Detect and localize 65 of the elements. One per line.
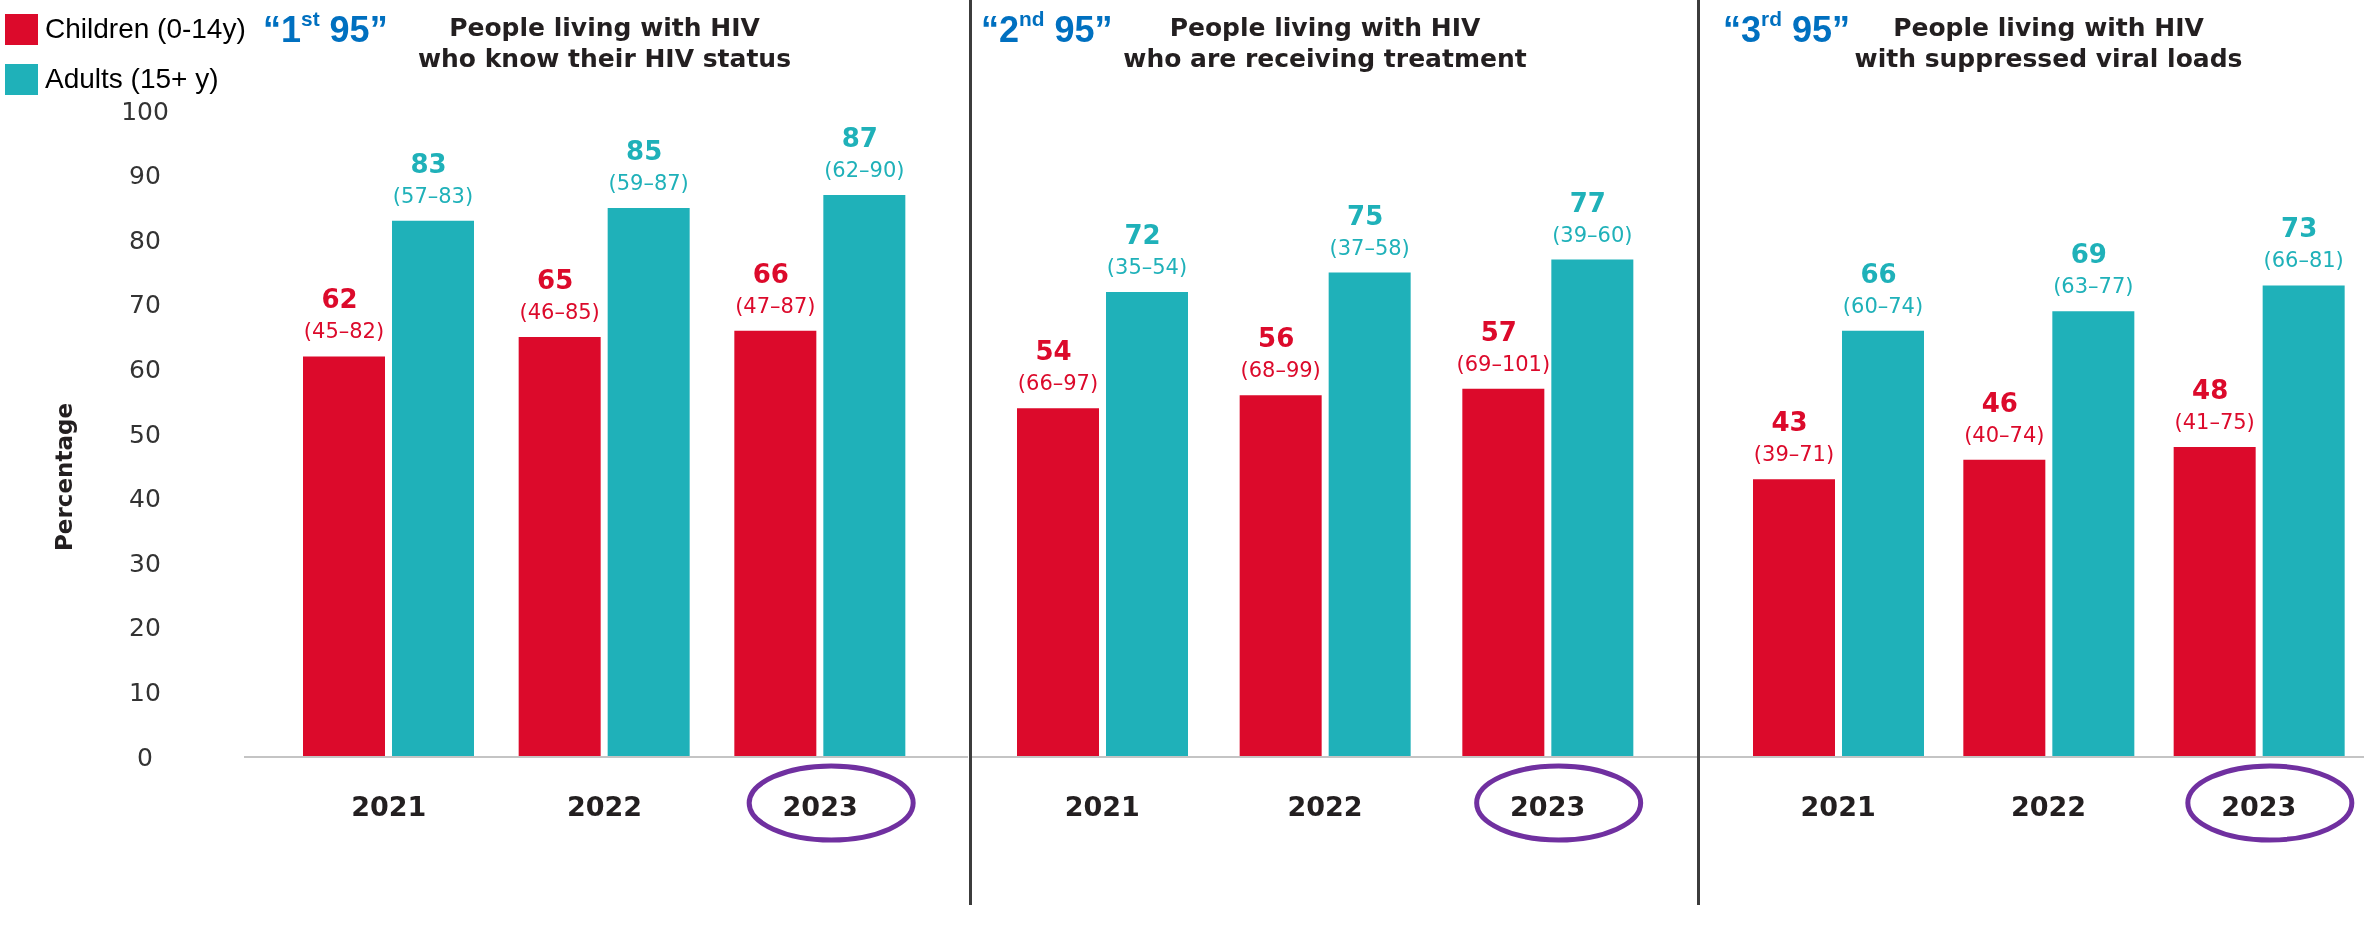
bar: [2173, 446, 2256, 757]
bar: [1017, 408, 1099, 757]
x-tick-label: 2022: [1287, 790, 1363, 822]
data-label: 73 (66–81): [2263, 213, 2344, 273]
data-label: 62 (45–82): [303, 284, 385, 344]
y-tick-label: 90: [129, 161, 161, 191]
bar: [1963, 459, 2046, 757]
y-tick-label: 100: [121, 96, 169, 126]
chart-subtitle: People living with HIV who are receiving treatment: [1123, 12, 1527, 74]
bar: [1753, 479, 1835, 757]
x-tick-label: 2023: [782, 790, 858, 822]
y-tick-label: 0: [137, 742, 153, 772]
x-tick-label: 2022: [566, 790, 643, 822]
legend-label: Adults (15+ y): [45, 63, 219, 95]
bar: [823, 194, 906, 757]
bar: [734, 330, 817, 757]
chart-subtitle: People living with HIV with suppressed viral loads: [1854, 12, 2243, 74]
data-label: 66 (60–74): [1842, 258, 1924, 318]
data-label: 66 (47–87): [735, 258, 816, 318]
y-tick-label: 10: [129, 677, 161, 707]
x-tick-label: 2021: [351, 790, 427, 822]
data-label: 77 (39–60): [1552, 187, 1633, 247]
bar: [1328, 272, 1411, 757]
x-tick-label: 2023: [2221, 790, 2297, 822]
bar: [303, 356, 385, 757]
bar: [607, 207, 690, 757]
y-axis-title: Percentage: [51, 403, 77, 551]
y-tick-label: 60: [129, 354, 161, 384]
x-tick-label: 2023: [1510, 790, 1586, 822]
data-label: 83 (57–83): [392, 148, 474, 208]
data-label: 75 (37–58): [1329, 200, 1410, 260]
chart-subtitle: People living with HIV who know their HIV status: [417, 12, 792, 74]
bar: [1551, 259, 1634, 757]
bar: [1239, 395, 1322, 757]
x-tick-label: 2022: [2010, 790, 2087, 822]
bar: [1842, 330, 1924, 757]
chart-title: “1$^{st}$ 95”: [263, 7, 388, 50]
data-label: 85 (59–87): [608, 135, 689, 195]
data-label: 54 (66–97): [1017, 336, 1099, 396]
y-tick-label: 80: [129, 225, 161, 255]
y-tick-label: 20: [129, 613, 161, 643]
data-label: 43 (39–71): [1753, 407, 1835, 467]
bar: [2262, 285, 2345, 757]
chart-title: “2$^{nd}$ 95”: [981, 7, 1113, 50]
legend-label: Children (0-14y): [45, 13, 246, 45]
data-label: 57 (69–101): [1456, 316, 1551, 376]
data-label: 69 (63–77): [2053, 239, 2134, 299]
y-tick-label: 70: [129, 290, 161, 320]
bar: [1462, 388, 1545, 757]
data-label: 48 (41–75): [2174, 374, 2255, 434]
data-label: 65 (46–85): [519, 265, 600, 325]
data-label: 87 (62–90): [824, 122, 905, 182]
data-label: 72 (35–54): [1106, 219, 1188, 279]
chart-title: “3$^{rd}$ 95”: [1723, 7, 1850, 50]
x-tick-label: 2021: [1064, 790, 1140, 822]
bar: [2052, 311, 2135, 757]
x-tick-label: 2021: [1800, 790, 1876, 822]
y-tick-label: 50: [129, 419, 161, 449]
data-label: 56 (68–99): [1240, 323, 1321, 383]
bar: [392, 220, 474, 757]
bar: [518, 337, 601, 757]
bar: [1106, 291, 1188, 757]
data-label: 46 (40–74): [1964, 387, 2045, 447]
y-tick-label: 30: [129, 548, 161, 578]
y-tick-label: 40: [129, 484, 161, 514]
